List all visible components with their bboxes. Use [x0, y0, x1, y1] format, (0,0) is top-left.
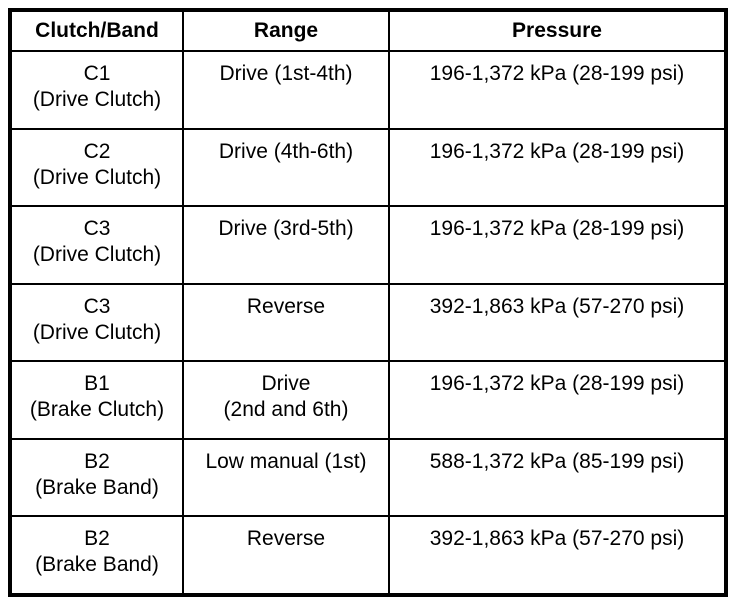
- table-row: C3 (Drive Clutch) Reverse 392-1,863 kPa …: [12, 284, 724, 363]
- pressure-value: 392-1,863 kPa (57-270 psi): [429, 294, 685, 318]
- table-row: C3 (Drive Clutch) Drive (3rd-5th) 196-1,…: [12, 207, 724, 285]
- pressure-cell: 392-1,863 kPa (57-270 psi): [390, 285, 724, 361]
- pressure-value: 588-1,372 kPa (85-199 psi): [429, 449, 685, 473]
- table-row: C2 (Drive Clutch) Drive (4th-6th) 196-1,…: [12, 129, 724, 208]
- range-cell: Drive (1st-4th): [184, 52, 390, 128]
- header-range: Range: [184, 12, 390, 50]
- pressure-cell: 196-1,372 kPa (28-199 psi): [390, 362, 724, 438]
- range-line-1: Drive (1st-4th): [219, 62, 353, 85]
- header-clutch-band: Clutch/Band: [12, 12, 184, 50]
- range-cell: Drive (4th-6th): [184, 129, 390, 206]
- pressure-value: 196-1,372 kPa (28-199 psi): [429, 62, 685, 85]
- clutch-name: C2: [83, 139, 111, 163]
- table-header-row: Clutch/Band Range Pressure: [12, 12, 724, 52]
- clutch-band-cell: C3 (Drive Clutch): [12, 284, 184, 361]
- pressure-value: 196-1,372 kPa (28-199 psi): [429, 139, 685, 163]
- clutch-band-cell: B2 (Brake Band): [12, 439, 184, 516]
- clutch-name: B1: [84, 372, 110, 396]
- pressure-cell: 196-1,372 kPa (28-199 psi): [390, 207, 724, 283]
- table-row: B1 (Brake Clutch) Drive (2nd and 6th) 19…: [12, 362, 724, 440]
- clutch-type: (Brake Band): [35, 553, 159, 577]
- clutch-type: (Brake Clutch): [29, 398, 165, 422]
- table-row: B2 (Brake Band) Low manual (1st) 588-1,3…: [12, 439, 724, 518]
- range-line-2: (2nd and 6th): [223, 398, 349, 422]
- range-line-1: Low manual (1st): [205, 449, 367, 473]
- pressure-cell: 392-1,863 kPa (57-270 psi): [390, 517, 724, 593]
- clutch-type: (Drive Clutch): [32, 243, 162, 267]
- range-line-1: Reverse: [246, 294, 326, 318]
- range-cell: Drive (2nd and 6th): [184, 362, 390, 438]
- table-body: C1 (Drive Clutch) Drive (1st-4th) 196-1,…: [12, 52, 724, 594]
- pressure-cell: 588-1,372 kPa (85-199 psi): [390, 440, 724, 516]
- pressure-value: 196-1,372 kPa (28-199 psi): [429, 217, 685, 241]
- pressure-value: 392-1,863 kPa (57-270 psi): [429, 527, 685, 551]
- clutch-name: C3: [83, 294, 111, 318]
- clutch-name: B2: [84, 527, 110, 551]
- pressure-cell: 196-1,372 kPa (28-199 psi): [390, 130, 724, 206]
- range-line-1: Drive (3rd-5th): [218, 217, 354, 241]
- clutch-band-cell: B2 (Brake Band): [12, 517, 184, 594]
- table-row: B2 (Brake Band) Reverse 392-1,863 kPa (5…: [12, 517, 724, 594]
- clutch-band-cell: C3 (Drive Clutch): [12, 207, 184, 283]
- range-cell: Drive (3rd-5th): [184, 207, 390, 283]
- range-cell: Reverse: [184, 284, 390, 361]
- clutch-name: C1: [83, 62, 111, 85]
- range-line-1: Drive (4th-6th): [218, 139, 354, 163]
- range-cell: Reverse: [184, 517, 390, 594]
- clutch-type: (Drive Clutch): [32, 88, 162, 111]
- table-row: C1 (Drive Clutch) Drive (1st-4th) 196-1,…: [12, 52, 724, 130]
- range-cell: Low manual (1st): [184, 439, 390, 516]
- pressure-value: 196-1,372 kPa (28-199 psi): [429, 372, 685, 396]
- clutch-name: B2: [84, 449, 110, 473]
- range-line-1: Drive: [261, 372, 311, 396]
- clutch-band-cell: B1 (Brake Clutch): [12, 362, 184, 438]
- clutch-type: (Brake Band): [35, 475, 159, 499]
- clutch-type: (Drive Clutch): [32, 165, 162, 189]
- clutch-band-cell: C1 (Drive Clutch): [12, 52, 184, 128]
- header-pressure: Pressure: [512, 19, 602, 42]
- pressure-cell: 196-1,372 kPa (28-199 psi): [390, 52, 724, 128]
- clutch-name: C3: [83, 217, 111, 241]
- clutch-band-cell: C2 (Drive Clutch): [12, 129, 184, 206]
- clutch-type: (Drive Clutch): [32, 320, 162, 344]
- range-line-1: Reverse: [246, 527, 326, 551]
- clutch-pressure-table: Clutch/Band Range Pressure C1 (Drive Clu…: [8, 8, 728, 597]
